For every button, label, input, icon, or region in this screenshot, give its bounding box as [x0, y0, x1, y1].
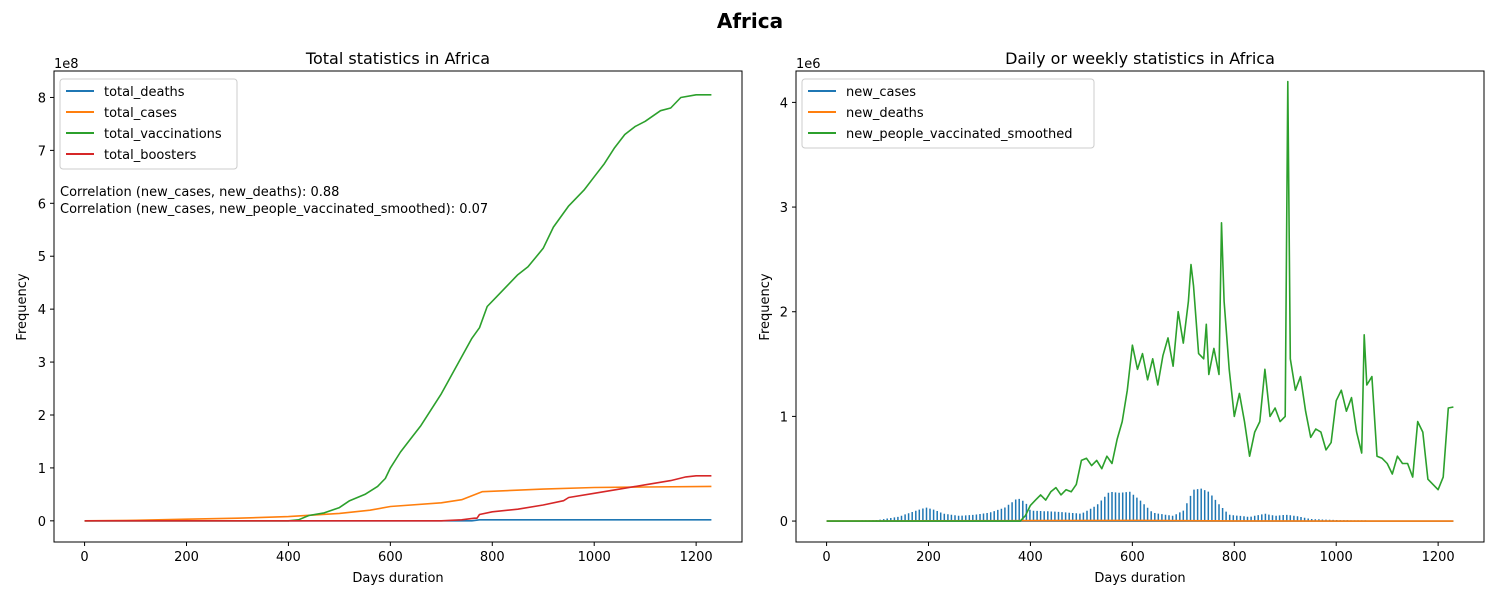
- correlation-annotation-2: Correlation (new_cases, new_people_vacci…: [60, 202, 488, 217]
- legend-label: total_boosters: [104, 148, 197, 163]
- legend-label: total_vaccinations: [104, 127, 222, 142]
- x-tick-label: 0: [80, 550, 88, 565]
- axes-frame: [795, 70, 1485, 543]
- x-tick-label: 800: [480, 550, 505, 565]
- y-axis-label: Frequency: [15, 273, 30, 340]
- plot-area: 0 200 400 600 800 1000 1200 0 1 2 3 4 new_cases new_d…: [780, 70, 1485, 565]
- y-offset-label: 1e6: [796, 57, 821, 72]
- y-tick-label: 0: [38, 515, 46, 530]
- axes-frame: [53, 70, 743, 543]
- legend-label: new_cases: [846, 85, 916, 100]
- legend-box: [59, 78, 238, 170]
- y-tick-label: 2: [38, 409, 46, 424]
- daily-statistics-panel: Daily or weekly statistics in Africa 1e6…: [758, 49, 1485, 586]
- legend-label: total_cases: [104, 106, 177, 121]
- y-tick-label: 2: [780, 306, 788, 321]
- y-tick-label: 1: [38, 462, 46, 477]
- x-axis-label: Days duration: [352, 571, 443, 586]
- x-tick-label: 600: [378, 550, 403, 565]
- x-tick-label: 1200: [1422, 550, 1455, 565]
- figure-title: Africa: [717, 9, 783, 33]
- legend-label: total_deaths: [104, 85, 185, 100]
- legend: new_cases new_deaths new_people_vaccinated…: [801, 78, 1095, 149]
- y-tick-label: 4: [38, 303, 46, 318]
- legend-box: [801, 78, 1095, 149]
- y-tick-label: 4: [780, 96, 788, 111]
- y-tick-label: 5: [38, 250, 46, 265]
- series-total_cases: [84, 485, 712, 522]
- y-tick-label: 3: [780, 201, 788, 216]
- x-tick-label: 600: [1120, 550, 1145, 565]
- panel-title: Total statistics in Africa: [305, 49, 490, 68]
- x-tick-label: 1200: [680, 550, 713, 565]
- total-statistics-panel: Total statistics in Africa 1e8 Days dura…: [15, 49, 743, 586]
- x-tick-label: 400: [276, 550, 301, 565]
- series-new_cases: [826, 488, 1454, 522]
- correlation-annotation-1: Correlation (new_cases, new_deaths): 0.8…: [60, 185, 339, 200]
- y-tick-label: 0: [780, 515, 788, 530]
- x-tick-label: 1000: [578, 550, 611, 565]
- legend-label: new_deaths: [846, 106, 924, 121]
- series-total_vaccinations: [84, 94, 712, 522]
- x-tick-label: 800: [1222, 550, 1247, 565]
- y-axis-label: Frequency: [758, 273, 773, 340]
- y-tick-label: 3: [38, 356, 46, 371]
- y-tick-label: 8: [38, 91, 46, 106]
- y-offset-label: 1e8: [54, 57, 79, 72]
- plot-area: 0 200 400 600 800 1000 1200 0 1 2 3 4 5 6 7 8 total_deat…: [38, 70, 743, 565]
- series-new_people_vaccinated_smoothed: [826, 80, 1454, 522]
- legend-label: new_people_vaccinated_smoothed: [846, 127, 1072, 142]
- legend: total_deaths total_cases total_vaccination…: [59, 78, 238, 170]
- y-tick-label: 1: [780, 410, 788, 425]
- x-tick-label: 400: [1018, 550, 1043, 565]
- panel-title: Daily or weekly statistics in Africa: [1005, 49, 1275, 68]
- y-tick-label: 7: [38, 144, 46, 159]
- x-tick-label: 0: [822, 550, 830, 565]
- y-tick-label: 6: [38, 197, 46, 212]
- x-axis-label: Days duration: [1094, 571, 1185, 586]
- x-tick-label: 200: [916, 550, 941, 565]
- x-tick-label: 200: [174, 550, 199, 565]
- series-total_boosters: [84, 475, 712, 522]
- x-tick-label: 1000: [1320, 550, 1353, 565]
